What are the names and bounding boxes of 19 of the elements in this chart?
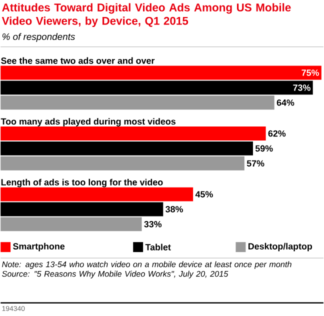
data-label: 57%	[246, 160, 264, 167]
data-label: 59%	[255, 145, 273, 152]
legend-label: Desktop/laptop	[248, 243, 312, 252]
data-label: 62%	[268, 130, 286, 137]
y-tick-label: Too many ads played during most videos	[0, 118, 176, 127]
y-tick-label: See the same two ads over and over	[1, 57, 155, 64]
y-tick-label: Length of ads is too long for the video	[1, 178, 163, 188]
data-label: 64%	[276, 100, 294, 106]
data-label: 75%	[302, 70, 319, 76]
legend-label: Smartphone	[13, 243, 65, 252]
data-label: 38%	[166, 206, 183, 212]
text: Note: ages 13-54 who watch video on a mobile device at least once per month	[2, 261, 292, 269]
chart-subtitle: % of respondents	[2, 33, 75, 42]
chart-title: Attitudes Toward Digital Video Ads Among US Mobile Video Viewers, by Device, Q1 2015	[2, 3, 291, 28]
source-note: Source: "5 Reasons Why Mobile Video Works", July 20, 2015	[2, 270, 228, 278]
data-label: 73%	[293, 84, 310, 91]
legend-label: Tablet	[145, 244, 171, 250]
data-label: 33%	[144, 221, 162, 228]
data-label: 45%	[195, 191, 213, 198]
